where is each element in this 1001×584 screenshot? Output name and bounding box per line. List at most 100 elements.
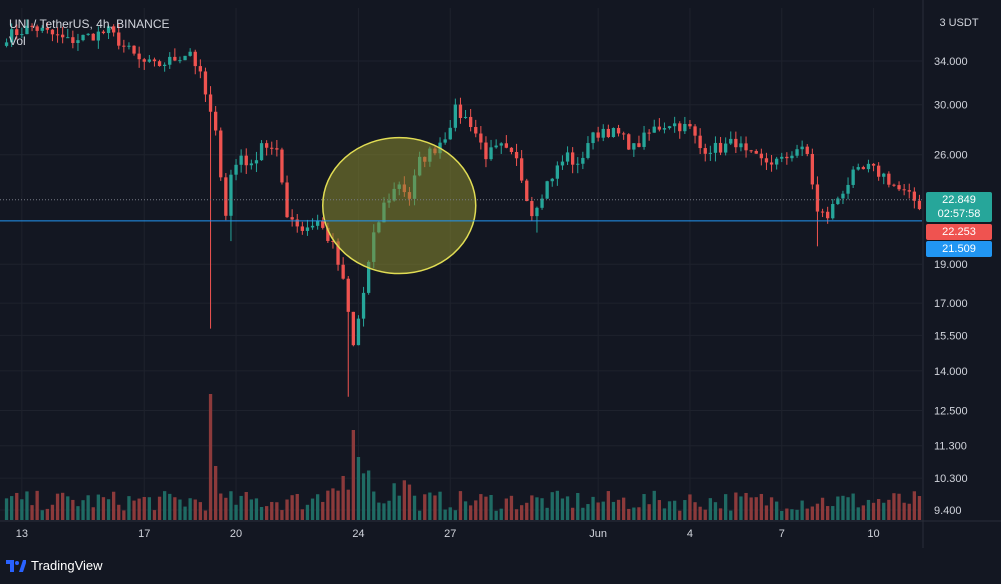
candle-body — [550, 178, 554, 182]
candle — [897, 181, 901, 192]
volume-bar — [866, 499, 871, 520]
volume-bar — [203, 510, 208, 520]
volume-bar — [96, 494, 101, 520]
candle-body — [264, 143, 269, 148]
candle — [142, 57, 146, 70]
grid-lines — [0, 0, 1001, 548]
candle — [321, 217, 325, 230]
candle-body — [229, 174, 233, 216]
volume-bar — [525, 502, 529, 520]
candle-body — [479, 133, 483, 143]
candle-body — [91, 33, 95, 41]
candle-body — [902, 189, 906, 191]
volume-bar — [463, 501, 468, 520]
volume-bar — [188, 498, 192, 520]
volume-bar — [800, 500, 804, 520]
candle — [20, 27, 24, 39]
candle-body — [642, 132, 646, 147]
candle-body — [249, 163, 254, 166]
candle-body — [897, 185, 901, 190]
candle — [137, 46, 141, 68]
candle-body — [846, 184, 850, 194]
candle-body — [60, 34, 65, 38]
candle-body — [678, 123, 682, 132]
candle — [917, 194, 922, 211]
volume-bar — [142, 496, 146, 520]
candle — [856, 163, 860, 171]
candle-body — [560, 161, 565, 166]
volume-bar — [560, 498, 565, 520]
candle-body — [841, 193, 845, 199]
volume-bar — [453, 510, 458, 520]
volume-bar — [851, 493, 855, 520]
candle — [601, 124, 605, 142]
volume-bar — [45, 508, 50, 520]
time-tick-label: 7 — [779, 528, 785, 540]
candle-body — [708, 152, 713, 154]
volume-bar — [183, 506, 187, 520]
candle — [627, 133, 631, 151]
volume-bar — [193, 499, 197, 520]
candle — [514, 143, 519, 166]
volume-bar — [20, 499, 24, 520]
candle — [117, 23, 121, 50]
volume-bar — [132, 500, 136, 520]
candle-body — [866, 163, 871, 170]
candle-body — [525, 180, 529, 202]
volume-bar — [713, 502, 718, 520]
candle-body — [162, 64, 167, 67]
candle-body — [606, 128, 611, 138]
candle — [147, 55, 152, 63]
candle — [463, 109, 468, 119]
volume-bar — [15, 492, 19, 520]
candle — [683, 116, 687, 135]
price-axis[interactable]: 34.000 30.000 26.000 19.000 17.000 15.500 14.0… — [934, 56, 968, 517]
volume-bar — [917, 496, 922, 520]
volume-bar — [321, 501, 325, 520]
volume-bar — [438, 491, 442, 520]
candle — [596, 126, 600, 142]
volume-bar — [387, 500, 391, 520]
time-axis[interactable]: 13 17 20 24 27 Jun 4 7 10 — [16, 528, 880, 540]
volume-bar — [377, 502, 381, 520]
price-tick-label: 30.000 — [934, 100, 968, 112]
tradingview-logo[interactable]: TradingView — [6, 558, 103, 573]
candle-body — [667, 126, 672, 129]
candle-body — [254, 160, 259, 164]
candle-body — [611, 127, 616, 138]
candle — [40, 25, 44, 33]
volume-label: Vol — [9, 34, 26, 48]
candle-body — [203, 71, 208, 95]
candle-body — [331, 240, 335, 242]
candle — [780, 152, 784, 163]
volume-bar — [611, 501, 616, 520]
candle-body — [882, 173, 886, 177]
candle-body — [509, 147, 514, 152]
candle — [820, 208, 825, 218]
candle — [86, 33, 90, 36]
candle-body — [336, 241, 340, 265]
candle — [173, 48, 177, 62]
volume-bar — [264, 506, 269, 520]
volume-bar — [280, 510, 284, 520]
candle-body — [198, 66, 203, 72]
candle-body — [106, 26, 111, 34]
volume-bar — [448, 507, 452, 520]
volume-bar — [173, 497, 177, 520]
volume-bar — [152, 510, 157, 520]
currency-label[interactable]: 3 USDT — [939, 17, 979, 29]
candle — [652, 119, 656, 133]
last-price-value: 22.849 — [942, 194, 976, 206]
candle-body — [652, 126, 656, 133]
candle-body — [341, 264, 345, 279]
candle-body — [244, 155, 248, 166]
candle-body — [213, 111, 218, 131]
candle-body — [285, 182, 289, 218]
candle-body — [310, 225, 315, 228]
volume-bar — [586, 504, 590, 520]
price-tick-label: 10.300 — [934, 473, 968, 485]
candle — [234, 159, 238, 181]
volume-bar — [341, 475, 345, 520]
candle-body — [581, 157, 585, 164]
